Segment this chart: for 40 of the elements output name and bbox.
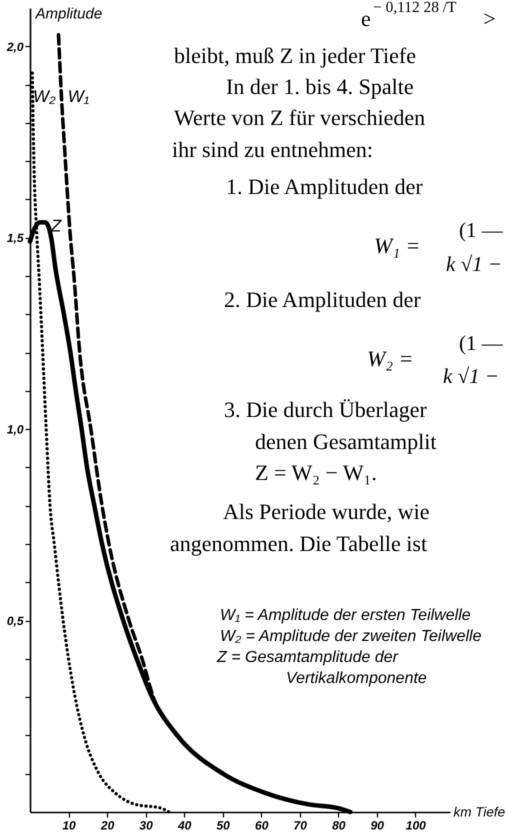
annotation: W₁ = Amplitude der ersten Teilwelle bbox=[220, 607, 471, 624]
annotation: W₂ = Amplitude der zweiten Teilwelle bbox=[220, 628, 482, 645]
annotation: Z = W₂ − W₁. bbox=[255, 460, 377, 485]
x-tick-label: 60 bbox=[255, 818, 269, 832]
x-tick-label: 90 bbox=[370, 818, 384, 832]
annotation: k √1 − bbox=[446, 252, 502, 276]
series-label: W₁ bbox=[68, 86, 90, 106]
annotation: 2. Die Amplituden der bbox=[224, 287, 422, 312]
annotation: 3. Die durch Überlager bbox=[224, 397, 428, 422]
annotation: Z = Gesamtamplitude der bbox=[216, 649, 399, 666]
annotation: Vertikalkomponente bbox=[286, 670, 427, 687]
x-tick-label: 70 bbox=[294, 818, 308, 832]
text: (1 — bbox=[459, 218, 504, 242]
x-tick-label: 10 bbox=[62, 818, 76, 832]
annotation: angenommen. Die Tabelle ist bbox=[170, 531, 428, 556]
annotation: k √1 − bbox=[443, 364, 500, 388]
series-label: W₂ bbox=[33, 87, 56, 106]
y-tick-label: 1,0 bbox=[6, 422, 24, 437]
x-tick-label: 40 bbox=[176, 818, 192, 832]
x-tick-label: 20 bbox=[100, 818, 115, 832]
x-axis-title: km Tiefe bbox=[454, 804, 506, 820]
text: (1 — bbox=[459, 331, 504, 355]
annotation: Als Periode wurde, wie bbox=[223, 499, 430, 524]
x-tick-label: 30 bbox=[139, 818, 154, 832]
annotation: ihr sind zu entnehmen: bbox=[172, 137, 374, 162]
annotation: In der 1. bis 4. Spalte bbox=[226, 74, 414, 99]
annotation: bleibt, muß Z in jeder Tiefe bbox=[174, 43, 416, 68]
annotation: W₂ = bbox=[367, 346, 414, 371]
annotation: Werte von Z für verschieden bbox=[174, 105, 426, 130]
annotation: denen Gesamtamplit bbox=[255, 429, 436, 454]
annotation: 1. Die Amplituden der bbox=[226, 174, 424, 199]
x-tick-label: 50 bbox=[216, 818, 230, 832]
series-label: Z bbox=[50, 216, 62, 236]
annotation: W₁ = bbox=[374, 233, 420, 258]
y-tick-label: 1,5 bbox=[6, 231, 24, 246]
x-tick-label: 80 bbox=[332, 818, 346, 832]
y-axis-title: Amplitude bbox=[34, 6, 102, 22]
y-tick-label: 0,5 bbox=[6, 614, 24, 628]
x-tick-label: 100 bbox=[406, 818, 426, 832]
y-tick-label: 2,0 bbox=[6, 40, 24, 54]
